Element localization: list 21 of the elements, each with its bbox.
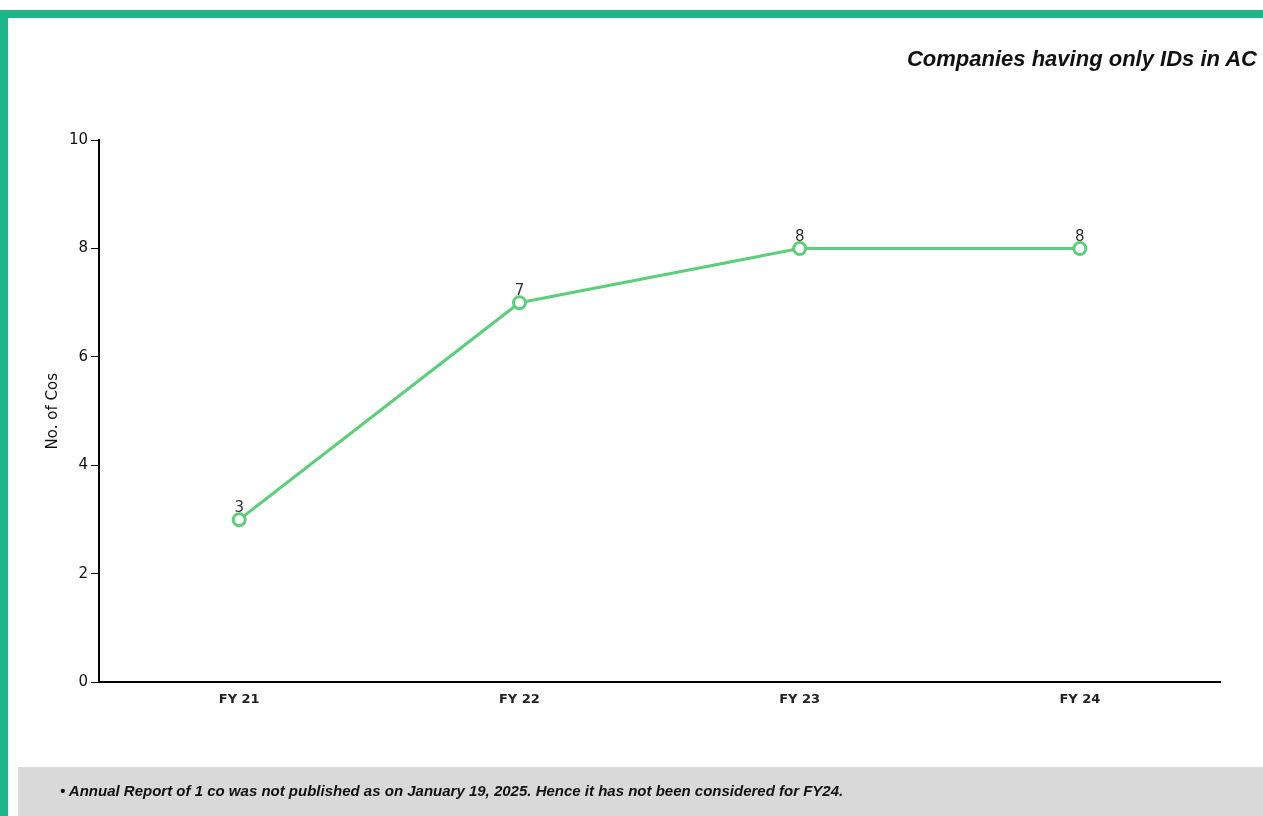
data-label: 8 — [794, 226, 805, 245]
point — [1072, 240, 1088, 256]
chart-title: Companies having only IDs in AC — [906, 46, 1257, 72]
y-axis-title: No. of Cos — [42, 372, 61, 450]
y-tick-label: 0 — [78, 672, 89, 691]
x-tick-label: FY 23 — [779, 690, 821, 706]
point — [231, 512, 247, 528]
data-label: 7 — [514, 281, 525, 300]
y-tick-label: 2 — [78, 563, 89, 582]
x-tick-label: FY 21 — [218, 690, 260, 706]
point — [792, 240, 808, 256]
x-tick-label: FY 24 — [1059, 690, 1101, 706]
x-tick-label: FY 22 — [498, 690, 540, 706]
y-tick-label: 10 — [68, 129, 89, 148]
y-tick-label: 6 — [78, 346, 89, 365]
text: • Annual Report of 1 co was not published as on January 19, 2025. Hence it has not been considered for FY24. — [60, 782, 844, 799]
y-tick-label: 8 — [78, 238, 89, 257]
y-tick-label: 4 — [78, 455, 89, 474]
data-label: 8 — [1075, 226, 1085, 245]
data-label: 3 — [234, 498, 244, 517]
point — [511, 295, 527, 311]
